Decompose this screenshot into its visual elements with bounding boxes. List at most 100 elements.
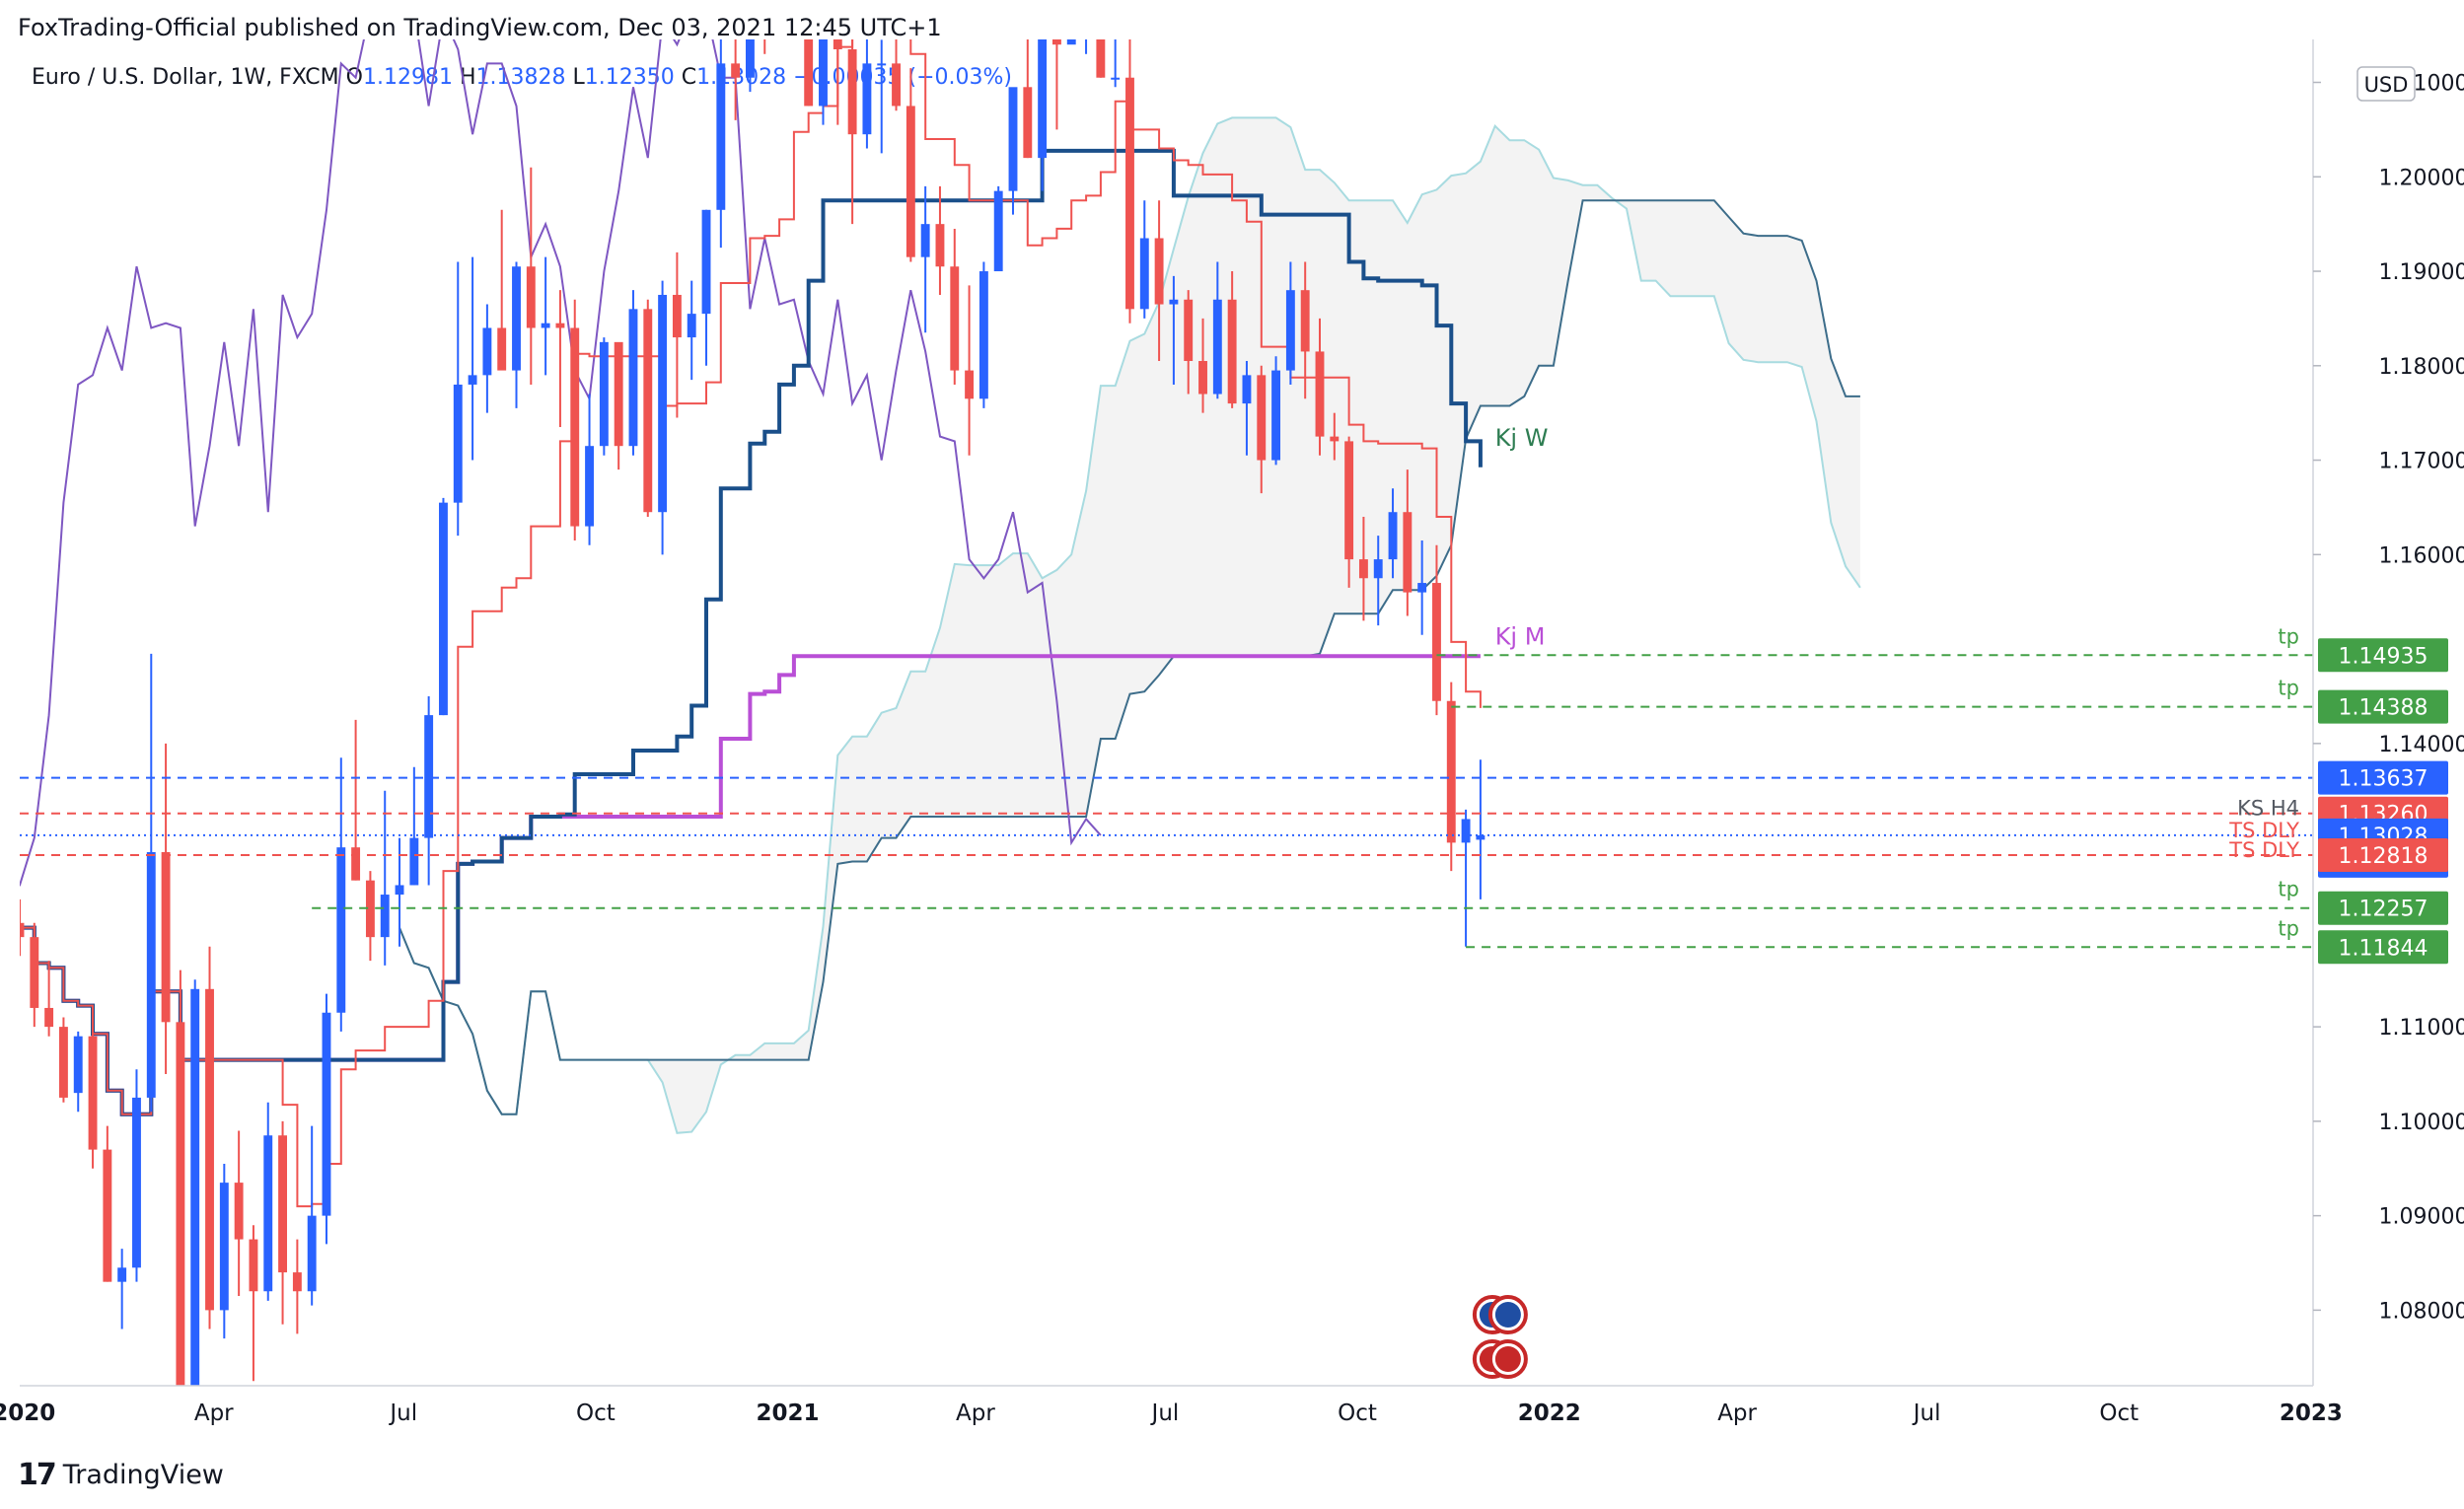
candle <box>1008 87 1018 215</box>
level-tag: tp <box>2278 624 2299 648</box>
candle-body <box>1023 87 1033 159</box>
currency-badge <box>2356 66 2416 102</box>
candle <box>658 280 668 555</box>
line-annotation: Kj M <box>1495 622 1546 650</box>
candle <box>687 280 696 381</box>
candle-body <box>993 190 1003 272</box>
candle-body <box>746 39 755 78</box>
candle-body <box>658 294 668 513</box>
level-price-label: 1.14935 <box>2339 644 2428 669</box>
candle <box>1344 436 1354 588</box>
candle <box>409 766 419 886</box>
candle <box>1388 488 1398 579</box>
candle <box>731 39 741 120</box>
candle <box>1184 290 1194 395</box>
candle <box>190 979 200 1386</box>
candle <box>833 39 842 125</box>
candle-body <box>1139 238 1149 310</box>
candle-body <box>1154 238 1164 305</box>
currency-label: USD <box>2364 73 2409 97</box>
candle <box>1432 544 1441 716</box>
candle-body <box>88 1036 98 1150</box>
level-tag: tp <box>2278 878 2299 901</box>
candle-body <box>965 370 975 399</box>
candle <box>906 68 915 262</box>
price-tick-label: 1.09000 <box>2379 1205 2464 1230</box>
candle-body <box>1403 512 1413 593</box>
candle <box>205 946 214 1329</box>
candle <box>1023 39 1033 159</box>
level-price-badge <box>2318 638 2448 673</box>
candle <box>555 290 565 428</box>
candle <box>935 185 945 295</box>
candle-body <box>599 341 609 447</box>
tradingview-logo[interactable]: 17 TradingView <box>18 1458 224 1492</box>
open-value: 1.12981 <box>362 65 453 90</box>
candle-body <box>570 327 580 527</box>
candle-body <box>819 39 828 107</box>
candle-body <box>395 885 404 896</box>
candle-body <box>1417 583 1427 593</box>
candle <box>1446 682 1456 872</box>
price-tick-label: 1.18000 <box>2379 355 2464 380</box>
candle <box>541 256 550 376</box>
candle <box>1125 39 1134 323</box>
change-value: −0.00035 (−0.03%) <box>793 65 1012 90</box>
candle-body <box>1008 87 1018 191</box>
candle-body <box>541 323 550 328</box>
candle <box>161 743 171 1074</box>
candle <box>965 285 975 456</box>
level-tag: TS DLY <box>2228 838 2299 862</box>
line-annotation: Kj W <box>1495 424 1549 452</box>
candle-body <box>1111 77 1121 80</box>
candle-body <box>409 837 419 886</box>
level-price-badge <box>2318 760 2448 795</box>
kijun-monthly-line <box>20 654 1481 1116</box>
candle-body <box>161 851 171 1023</box>
candle <box>58 1017 68 1103</box>
candle <box>526 167 536 385</box>
candle <box>877 39 887 154</box>
candle-body <box>176 1022 185 1386</box>
candle-body <box>687 314 696 338</box>
level-price-badge <box>2318 930 2448 965</box>
close-label: C <box>681 65 697 90</box>
level-price-badge <box>2318 891 2448 925</box>
tradingview-brand: TradingView <box>62 1460 224 1490</box>
candle <box>176 970 185 1386</box>
candle-body <box>20 922 25 938</box>
candle <box>307 1125 317 1306</box>
candle <box>512 261 521 408</box>
candle <box>672 252 682 418</box>
candle <box>20 898 25 957</box>
candle-body <box>585 446 594 527</box>
symbol-legend: Euro / U.S. Dollar, 1W, FXCM O1.12981 H1… <box>32 65 1012 90</box>
candle-body <box>336 847 346 1013</box>
level-price-label: 1.12818 <box>2339 844 2428 869</box>
candle-body <box>1461 819 1471 843</box>
symbol-name[interactable]: Euro / U.S. Dollar, 1W, FXCM <box>32 65 339 90</box>
candle <box>950 228 960 385</box>
candle <box>336 757 346 1032</box>
candle-body <box>58 1027 68 1098</box>
candle-body <box>906 106 915 257</box>
candle <box>847 39 857 225</box>
candle-body <box>292 1272 302 1292</box>
level-price-label: 1.12257 <box>2339 898 2428 922</box>
candle <box>1257 365 1267 494</box>
candle <box>322 993 331 1245</box>
candle-body <box>453 384 463 503</box>
candle-body <box>103 1149 112 1282</box>
candle <box>103 1125 112 1282</box>
candle-body <box>439 502 448 716</box>
price-tick-label: 1.11000 <box>2379 1016 2464 1041</box>
candle-body <box>1446 700 1456 843</box>
candle-body <box>249 1239 258 1292</box>
candle <box>1111 39 1121 88</box>
candle <box>380 790 390 966</box>
candle-body <box>643 309 653 513</box>
candle-body <box>877 63 887 66</box>
candle <box>292 1239 302 1334</box>
candle <box>146 653 156 1113</box>
